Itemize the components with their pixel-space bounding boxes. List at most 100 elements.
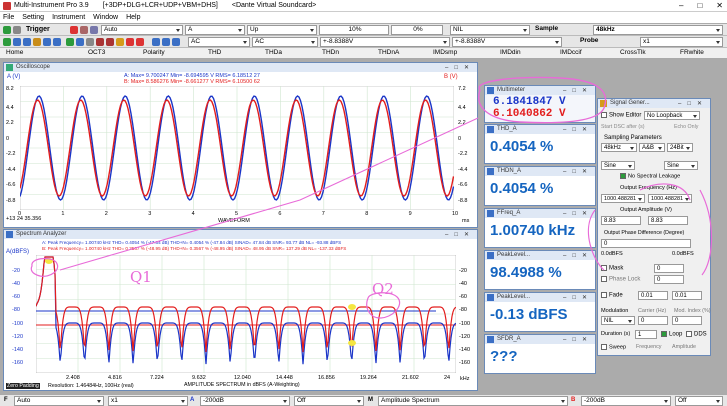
wave-icon[interactable] (172, 38, 180, 46)
window-controls-icon[interactable]: –□✕ (445, 65, 475, 71)
coupling-b-select[interactable]: AC (252, 37, 318, 47)
fade-field-1[interactable]: 0.01 (638, 291, 668, 300)
menu-instrument[interactable]: Instrument (52, 14, 86, 21)
mute-icon[interactable] (106, 38, 114, 46)
record-icon[interactable] (70, 26, 78, 34)
tab-polarity[interactable]: Polarity (143, 49, 165, 56)
no-leakage-checkbox[interactable]: No Spectral Leakage (620, 173, 680, 179)
siggen-chan-select[interactable]: A&B (639, 143, 665, 152)
tab-oct3[interactable]: OCT3 (88, 49, 106, 56)
amp-a-field[interactable]: 8.83 (601, 216, 641, 225)
tab-imdccif[interactable]: IMDccif (560, 49, 582, 56)
dds-checkbox[interactable]: DDS (686, 331, 707, 338)
nil-select[interactable]: NIL (450, 25, 530, 35)
mask-checkbox[interactable]: Mask (601, 265, 623, 272)
probe-select[interactable]: x1 (640, 37, 723, 47)
forward-icon[interactable] (53, 38, 61, 46)
tab-thd[interactable]: THD (208, 49, 222, 56)
sample-rate-select[interactable]: 48kHz (593, 25, 723, 35)
loopback-select[interactable]: No Loopback (644, 111, 700, 120)
bottom-x1-select[interactable]: x1 (108, 396, 188, 406)
speaker-icon[interactable] (96, 38, 104, 46)
bottom-off-select[interactable]: Off (294, 396, 364, 406)
bottom-mode-select[interactable]: Amplitude Spectrum (378, 396, 568, 406)
spectrum-plot[interactable]: A(dBFS) A: Peak Frequency= 1.00740 kHz T… (4, 239, 477, 390)
tab-imdsmp[interactable]: IMDsmp (433, 49, 458, 56)
wave-a-select[interactable]: Sine (601, 161, 635, 170)
mod-index-field[interactable]: 0 (672, 316, 702, 325)
fade-field-2[interactable]: 0.01 (672, 291, 702, 300)
sweep-checkbox[interactable]: Sweep (601, 344, 626, 350)
close-icon[interactable]: ✕ (716, 1, 723, 10)
freq-a-field[interactable]: 1000.488281 (601, 194, 645, 203)
scope-icon[interactable] (76, 38, 84, 46)
config-icon[interactable] (80, 26, 88, 34)
wave-b-select[interactable]: Sine (664, 161, 698, 170)
range-b-select[interactable]: +-8.8388V (452, 37, 562, 47)
siggen-rate-select[interactable]: 48kHz (601, 143, 637, 152)
tab-imddin[interactable]: IMDdin (500, 49, 521, 56)
modulation-select[interactable]: NIL (601, 316, 635, 325)
tab-thdn[interactable]: THDn (322, 49, 339, 56)
window-controls-icon[interactable]: –□✕ (563, 211, 593, 217)
alert-icon[interactable] (126, 38, 134, 46)
oscilloscope-plot[interactable]: A (V) B (V) A: Max= 9.700247 Min= -8.694… (4, 72, 477, 227)
phase-lock-field[interactable]: 0 (654, 275, 684, 284)
generator-icon[interactable] (66, 38, 74, 46)
range-a-select[interactable]: +-8.8388V (320, 37, 450, 47)
freq-icon[interactable] (162, 38, 170, 46)
meter-icon[interactable] (152, 38, 160, 46)
close-channel-icon[interactable] (136, 38, 144, 46)
stop-icon[interactable] (13, 26, 21, 34)
fade-checkbox[interactable]: Fade (601, 292, 623, 299)
window-controls-icon[interactable]: –□✕ (563, 253, 593, 259)
menu-help[interactable]: Help (126, 14, 141, 21)
sweep-amplitude-radio[interactable]: Amplitude (672, 344, 696, 350)
window-controls-icon[interactable]: –□✕ (563, 295, 593, 301)
bottom-db-b-select[interactable]: -200dB (581, 396, 671, 406)
start-icon[interactable] (3, 38, 11, 46)
siggen-bits-select[interactable]: 24Bit (667, 143, 693, 152)
duration-field[interactable]: 1 (635, 330, 657, 339)
maximize-icon[interactable]: □ (697, 1, 703, 10)
tab-home[interactable]: Home (6, 49, 24, 56)
settings-icon[interactable] (116, 38, 124, 46)
loop-checkbox[interactable]: Loop (661, 331, 682, 338)
freq-b-field[interactable]: 1000.488281 (648, 194, 692, 203)
show-editor-checkbox[interactable]: Show Editor (601, 112, 641, 119)
menu-file[interactable]: File (3, 14, 15, 21)
coupling-a-select[interactable]: AC (188, 37, 250, 47)
trigger-level-field[interactable]: 10% (319, 25, 389, 35)
sync-icon[interactable] (90, 26, 98, 34)
minimize-icon[interactable]: – (679, 1, 684, 10)
phase-lock-checkbox[interactable]: Phase Lock (601, 276, 640, 283)
pause-icon[interactable] (86, 38, 94, 46)
bottom-off-b-select[interactable]: Off (675, 396, 723, 406)
phase-field[interactable]: 0 (601, 239, 691, 248)
window-controls-icon[interactable]: –□✕ (563, 169, 593, 175)
amp-b-field[interactable]: 8.83 (648, 216, 688, 225)
tab-thdna[interactable]: THDnA (378, 49, 400, 56)
trigger-channel-select[interactable]: A (185, 25, 245, 35)
carrier-field[interactable]: 0 (638, 316, 668, 325)
window-controls-icon[interactable]: –□✕ (563, 337, 593, 343)
audio-icon[interactable] (33, 38, 41, 46)
menu-window[interactable]: Window (93, 14, 119, 21)
mask-field[interactable]: 0 (654, 264, 684, 273)
bottom-auto-select[interactable]: Auto (14, 396, 104, 406)
trigger-mode-select[interactable]: Auto (101, 25, 183, 35)
play-icon[interactable] (3, 26, 11, 34)
input-icon[interactable] (13, 38, 21, 46)
window-controls-icon[interactable]: –□✕ (678, 101, 708, 107)
channel-icon[interactable] (23, 38, 31, 46)
window-controls-icon[interactable]: –□✕ (563, 127, 593, 133)
tab-crosstlk[interactable]: CrossTlk (620, 49, 646, 56)
rewind-icon[interactable] (43, 38, 51, 46)
sweep-frequency-radio[interactable]: Frequency (636, 344, 662, 350)
tab-frwhite[interactable]: FRwhite (680, 49, 704, 56)
pre-trigger-field[interactable]: 0% (391, 25, 443, 35)
tab-thda[interactable]: THDa (265, 49, 282, 56)
bottom-db-a-select[interactable]: -200dB (200, 396, 290, 406)
trigger-edge-select[interactable]: Up (247, 25, 317, 35)
menu-setting[interactable]: Setting (22, 14, 45, 21)
